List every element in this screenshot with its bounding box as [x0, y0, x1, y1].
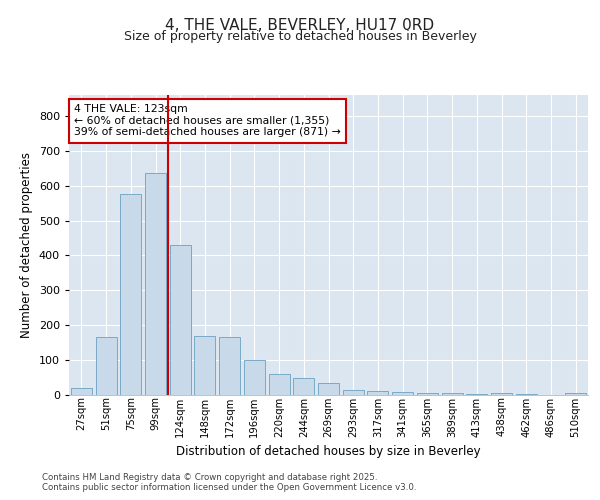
- Bar: [516, 394, 537, 395]
- Bar: [392, 392, 413, 395]
- Bar: [120, 194, 141, 395]
- Bar: [367, 391, 388, 395]
- Bar: [318, 383, 339, 395]
- Text: Contains public sector information licensed under the Open Government Licence v3: Contains public sector information licen…: [42, 484, 416, 492]
- Text: Contains HM Land Registry data © Crown copyright and database right 2025.: Contains HM Land Registry data © Crown c…: [42, 472, 377, 482]
- Bar: [71, 388, 92, 395]
- Bar: [491, 394, 512, 395]
- Bar: [293, 378, 314, 395]
- Text: 4, THE VALE, BEVERLEY, HU17 0RD: 4, THE VALE, BEVERLEY, HU17 0RD: [166, 18, 434, 32]
- Bar: [244, 360, 265, 395]
- Bar: [565, 392, 586, 395]
- Bar: [95, 338, 116, 395]
- Bar: [343, 390, 364, 395]
- X-axis label: Distribution of detached houses by size in Beverley: Distribution of detached houses by size …: [176, 445, 481, 458]
- Text: Size of property relative to detached houses in Beverley: Size of property relative to detached ho…: [124, 30, 476, 43]
- Bar: [170, 245, 191, 395]
- Bar: [417, 392, 438, 395]
- Y-axis label: Number of detached properties: Number of detached properties: [20, 152, 33, 338]
- Bar: [269, 374, 290, 395]
- Bar: [194, 336, 215, 395]
- Bar: [219, 338, 240, 395]
- Bar: [442, 394, 463, 395]
- Text: 4 THE VALE: 123sqm
← 60% of detached houses are smaller (1,355)
39% of semi-deta: 4 THE VALE: 123sqm ← 60% of detached hou…: [74, 104, 341, 137]
- Bar: [145, 174, 166, 395]
- Bar: [466, 394, 487, 395]
